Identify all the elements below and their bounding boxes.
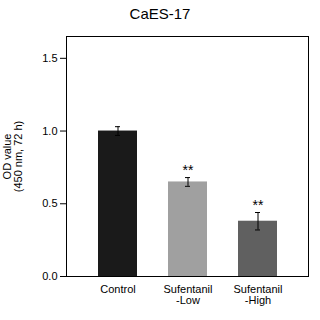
svg-text:Sufentanil-High: Sufentanil-High xyxy=(234,283,283,306)
svg-text:1.0: 1.0 xyxy=(42,125,57,137)
svg-text:OD value(450 nm, 72 h): OD value(450 nm, 72 h) xyxy=(1,121,24,193)
svg-text:1.5: 1.5 xyxy=(42,52,57,64)
svg-text:**: ** xyxy=(183,162,194,178)
svg-text:**: ** xyxy=(253,197,264,213)
svg-text:Control: Control xyxy=(100,283,135,295)
svg-text:Sufentanil-Low: Sufentanil-Low xyxy=(164,283,213,306)
svg-text:0.5: 0.5 xyxy=(42,197,57,209)
svg-text:0.0: 0.0 xyxy=(42,270,57,282)
html-text:CaES-17: CaES-17 xyxy=(129,5,191,22)
